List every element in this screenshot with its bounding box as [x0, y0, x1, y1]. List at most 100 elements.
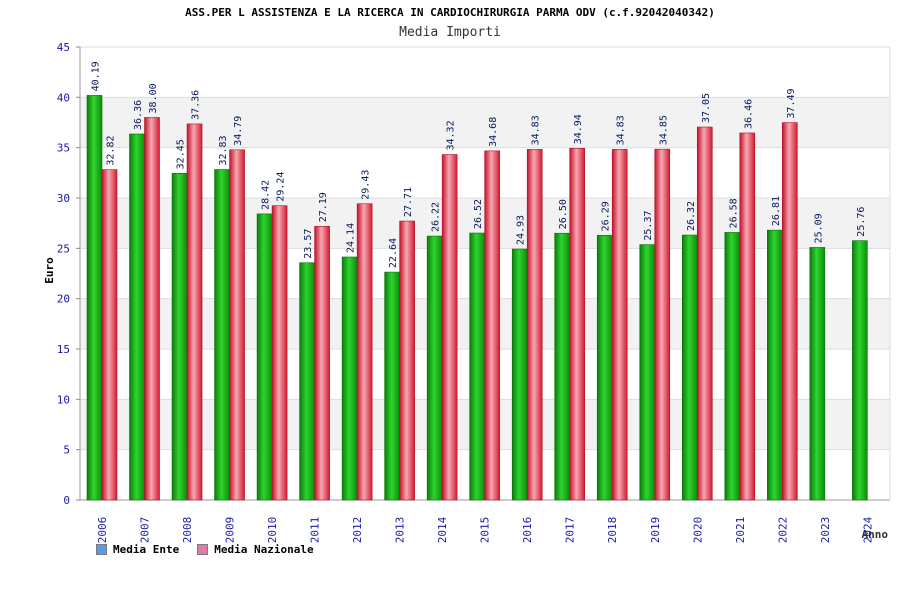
x-tick-label: 2024 [861, 516, 874, 543]
data-label-media-ente: 24.93 [516, 215, 527, 245]
y-tick-label: 30 [57, 192, 70, 205]
x-tick-label: 2018 [606, 517, 619, 544]
data-label-media-ente: 26.29 [601, 201, 612, 231]
x-tick-label: 2014 [436, 516, 449, 543]
data-label-media-nazionale: 34.85 [658, 115, 669, 145]
bar-media-ente [852, 240, 868, 501]
bar-media-nazionale [696, 126, 713, 501]
bar-media-ente [469, 232, 485, 501]
bar-media-nazionale [739, 132, 756, 501]
x-tick-label: 2006 [96, 517, 109, 544]
x-tick-label: 2023 [819, 517, 832, 544]
x-axis-label: Anno [862, 528, 889, 541]
y-tick-label: 25 [57, 242, 70, 255]
data-label-media-nazionale: 27.71 [403, 187, 414, 217]
bar-media-ente [214, 169, 230, 501]
bar-media-nazionale [101, 169, 118, 501]
data-label-media-nazionale: 34.94 [573, 114, 584, 144]
data-label-media-ente: 32.83 [218, 135, 229, 165]
data-label-media-nazionale: 37.49 [786, 88, 797, 118]
data-label-media-ente: 26.81 [771, 196, 782, 226]
y-tick-label: 15 [57, 343, 70, 356]
bar-media-nazionale [484, 150, 500, 501]
x-tick-label: 2009 [224, 517, 237, 544]
x-tick-label: 2020 [691, 517, 704, 544]
y-axis-label: Euro [43, 257, 56, 284]
bar-media-nazionale [526, 149, 543, 501]
bar-media-nazionale [399, 220, 415, 501]
x-tick-label: 2010 [266, 517, 279, 544]
x-tick-label: 2016 [521, 517, 534, 544]
data-label-media-nazionale: 38.00 [148, 83, 159, 113]
data-label-media-nazionale: 34.68 [488, 117, 499, 147]
bar-media-ente [426, 235, 443, 501]
bar-media-nazionale [314, 225, 330, 501]
data-label-media-ente: 26.50 [558, 199, 569, 229]
y-tick-label: 35 [57, 142, 70, 155]
data-label-media-ente: 26.52 [473, 199, 484, 229]
bar-media-ente [639, 244, 656, 501]
x-tick-label: 2021 [734, 517, 747, 544]
x-tick-label: 2008 [181, 517, 194, 544]
bar-media-ente [384, 271, 400, 501]
bar-media-nazionale [569, 147, 586, 501]
data-label-media-ente: 25.09 [813, 213, 824, 243]
data-label-media-ente: 23.57 [303, 229, 314, 259]
x-tick-label: 2022 [776, 517, 789, 544]
data-label-media-ente: 26.32 [686, 201, 697, 231]
bar-media-ente [299, 262, 315, 501]
bar-media-nazionale [144, 117, 160, 501]
data-label-media-ente: 28.42 [261, 180, 272, 210]
bar-media-ente [171, 173, 188, 501]
y-tick-label: 0 [63, 494, 70, 507]
bar-media-ente [681, 234, 698, 501]
bar-media-ente [767, 229, 783, 501]
data-label-media-ente: 26.58 [728, 198, 739, 228]
data-label-media-ente: 26.22 [431, 202, 442, 232]
data-label-media-nazionale: 37.36 [191, 90, 202, 120]
legend: Media Ente Media Nazionale [96, 543, 314, 556]
bar-media-nazionale [611, 149, 628, 501]
bar-media-ente [511, 248, 528, 501]
bar-media-nazionale [229, 149, 245, 501]
grid-band [80, 47, 890, 98]
data-label-media-nazionale: 29.43 [361, 170, 372, 200]
data-label-media-ente: 25.76 [856, 207, 867, 237]
x-tick-label: 2017 [564, 517, 577, 544]
bar-media-ente [809, 247, 826, 501]
data-label-media-ente: 40.19 [91, 61, 102, 91]
bar-media-ente [341, 256, 358, 501]
data-label-media-nazionale: 34.79 [233, 116, 244, 146]
data-label-media-ente: 36.36 [133, 100, 144, 130]
data-label-media-ente: 25.37 [643, 210, 654, 240]
y-tick-label: 5 [63, 444, 70, 457]
data-label-media-ente: 24.14 [346, 223, 357, 253]
data-label-media-nazionale: 29.24 [276, 172, 287, 202]
legend-swatch-media-nazionale [197, 544, 209, 555]
bar-media-ente [596, 235, 613, 501]
x-tick-label: 2007 [139, 517, 152, 544]
bar-media-nazionale [271, 205, 288, 501]
bar-media-nazionale [356, 203, 373, 501]
bar-media-ente [129, 133, 145, 501]
data-label-media-nazionale: 34.83 [531, 115, 542, 145]
x-tick-label: 2019 [649, 517, 662, 544]
y-tick-label: 10 [57, 393, 70, 406]
data-label-media-nazionale: 34.83 [616, 115, 627, 145]
data-label-media-nazionale: 34.32 [446, 120, 457, 150]
legend-item-media-nazionale: Media Nazionale [197, 543, 314, 556]
x-tick-label: 2015 [479, 517, 492, 544]
bar-media-ente [554, 232, 571, 501]
data-label-media-ente: 22.64 [388, 238, 399, 268]
data-label-media-ente: 32.45 [176, 139, 187, 169]
bar-media-nazionale [782, 122, 798, 501]
bar-media-nazionale [654, 148, 671, 501]
data-label-media-nazionale: 37.05 [701, 93, 712, 123]
legend-label-media-ente: Media Ente [113, 543, 180, 556]
bar-media-nazionale [186, 123, 203, 501]
x-tick-label: 2011 [309, 517, 322, 544]
bar-media-ente [724, 232, 741, 501]
chart-subtitle: Media Importi [399, 25, 501, 40]
x-tick-label: 2012 [351, 517, 364, 544]
